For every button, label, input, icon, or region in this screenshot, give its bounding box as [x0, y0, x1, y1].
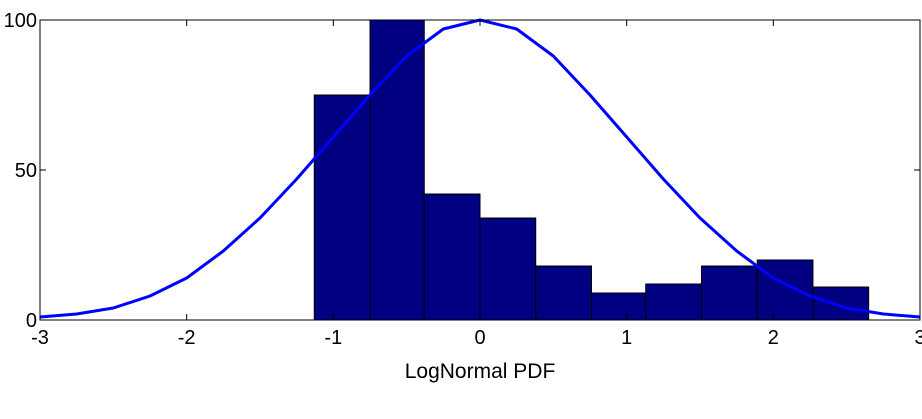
histogram-bar-1 — [369, 19, 425, 321]
x-tick-label-4: 1 — [621, 327, 632, 349]
x-tick-label-6: 3 — [914, 327, 922, 349]
histogram-bar-0 — [313, 94, 371, 321]
histogram-bar-7 — [700, 265, 758, 321]
histogram-bar-8 — [756, 259, 814, 321]
histogram-bars — [313, 19, 870, 321]
y-tick-label-2: 100 — [4, 10, 37, 32]
histogram-bar-9 — [812, 286, 870, 321]
x-tick-label-0: -3 — [31, 327, 49, 349]
histogram-bar-2 — [423, 193, 481, 321]
histogram-bar-5 — [590, 292, 647, 321]
y-tick-labels: 0 50 100 — [4, 10, 37, 332]
axis-ticks — [39, 19, 921, 321]
x-tick-label-5: 2 — [768, 327, 779, 349]
x-tick-labels: -3 -2 -1 0 1 2 3 — [31, 327, 922, 349]
histogram-bar-6 — [645, 283, 702, 321]
x-tick-label-1: -2 — [178, 327, 196, 349]
x-tick-label-3: 0 — [474, 327, 485, 349]
histogram-bar-4 — [535, 265, 592, 321]
x-tick-label-2: -1 — [324, 327, 342, 349]
histogram-bar-3 — [479, 217, 537, 321]
x-axis-label: LogNormal PDF — [405, 360, 556, 383]
y-tick-label-1: 50 — [15, 160, 37, 182]
y-tick-label-0: 0 — [26, 310, 37, 332]
